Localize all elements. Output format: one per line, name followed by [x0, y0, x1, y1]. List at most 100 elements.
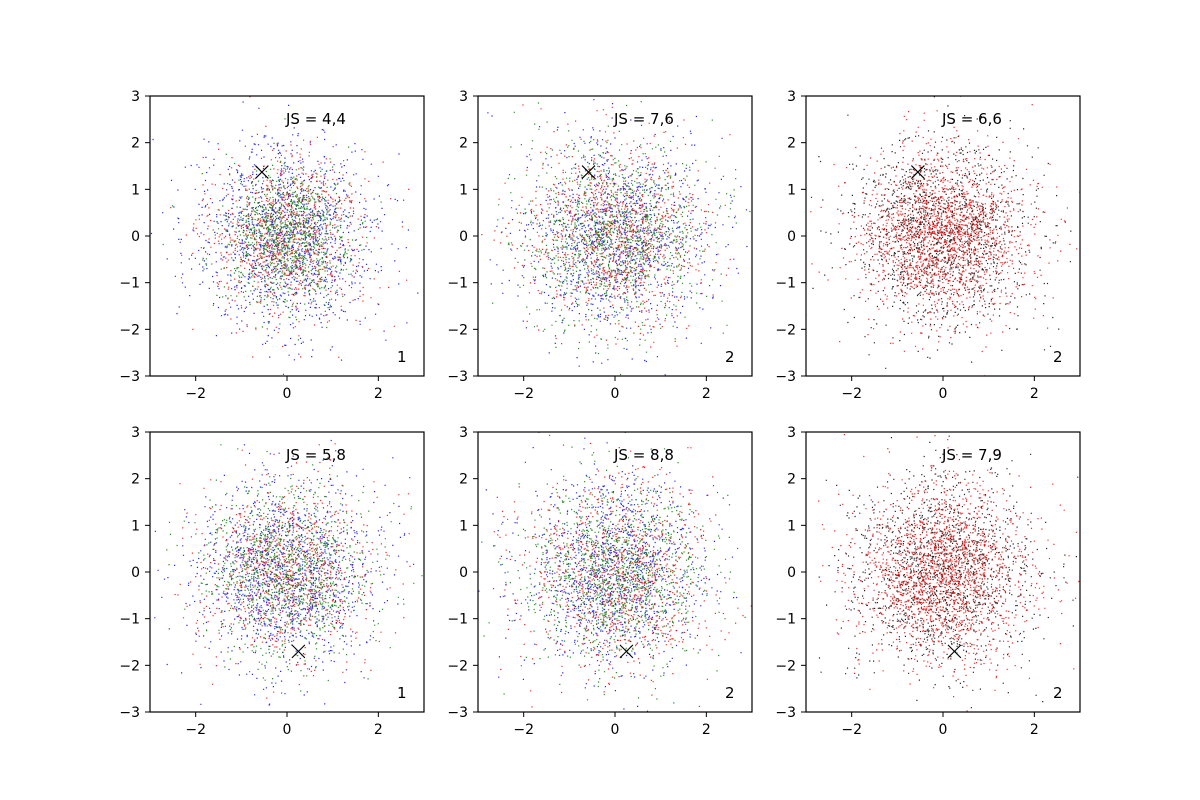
scatter-points: [481, 99, 751, 376]
x-tick-label: −2: [185, 722, 206, 738]
x-tick-label: 0: [283, 386, 292, 402]
x-tick-label: −2: [841, 386, 862, 402]
scatter-points: [478, 432, 752, 712]
y-tick-label: 3: [459, 425, 468, 441]
corner-label: 2: [1053, 684, 1063, 702]
y-tick-label: −3: [119, 705, 140, 721]
panel-2: JS = 7,6 2 −2 0 2 −3 −2 −1 0 1 2 3: [447, 89, 753, 402]
y-tick-label: −2: [775, 658, 796, 674]
corner-label: 2: [725, 684, 735, 702]
panel-3: JS = 6,6 2 −2 0 2 −3 −2 −1 0 1 2 3: [775, 89, 1081, 402]
panel-6: JS = 7,9 2 −2 0 2 −3 −2 −1 0 1 2 3: [775, 425, 1081, 738]
x-tick-label: 0: [283, 722, 292, 738]
y-tick-label: 3: [787, 425, 796, 441]
y-tick-label: 3: [787, 89, 796, 105]
x-marker: [910, 165, 925, 179]
panel-1: JS = 4,4 1 −2 0 2 −3 −2 −1 0 1 2 3: [119, 89, 425, 402]
y-tick-label: −1: [119, 276, 140, 292]
y-tick-label: 3: [131, 89, 140, 105]
x-tick-label: 2: [702, 722, 711, 738]
y-tick-label: 1: [787, 518, 796, 534]
y-tick-label: 0: [131, 565, 140, 581]
axes: −2 0 2 −3 −2 −1 0 1 2 3: [775, 425, 1038, 738]
y-tick-label: −2: [119, 658, 140, 674]
x-marker: [619, 644, 634, 659]
y-tick-label: −2: [119, 322, 140, 338]
scatter-points: [150, 96, 419, 375]
y-tick-label: 2: [459, 472, 468, 488]
y-tick-label: 2: [787, 136, 796, 152]
x-marker: [254, 165, 269, 179]
y-tick-label: 1: [459, 518, 468, 534]
axes: −2 0 2 −3 −2 −1 0 1 2 3: [447, 425, 710, 738]
y-tick-label: −3: [775, 369, 796, 385]
scatter-points: [154, 439, 423, 706]
series-1-points: [487, 99, 748, 376]
js-label: JS = 6,6: [941, 110, 1002, 128]
axes: −2 0 2 −3 −2 −1 0 1 2 3: [447, 89, 710, 402]
corner-label: 2: [725, 348, 735, 366]
y-tick-label: −1: [447, 612, 468, 628]
y-tick-label: −3: [447, 705, 468, 721]
y-tick-label: −3: [447, 369, 468, 385]
y-tick-label: 3: [131, 425, 140, 441]
corner-label: 1: [397, 684, 407, 702]
x-tick-label: 2: [374, 722, 383, 738]
axes: −2 0 2 −3 −2 −1 0 1 2 3: [775, 89, 1038, 402]
x-tick-label: 2: [702, 386, 711, 402]
x-tick-label: −2: [513, 386, 534, 402]
x-marker-glyph: [619, 644, 634, 659]
y-tick-label: −2: [775, 322, 796, 338]
y-tick-label: 2: [787, 472, 796, 488]
x-tick-label: 0: [939, 386, 948, 402]
js-label: JS = 8,8: [613, 446, 674, 464]
panel-4: JS = 5,8 1 −2 0 2 −3 −2 −1 0 1 2 3: [119, 425, 425, 738]
corner-label: 1: [397, 348, 407, 366]
x-tick-label: −2: [185, 386, 206, 402]
x-marker-glyph: [291, 644, 306, 659]
x-marker-glyph: [581, 165, 596, 179]
y-tick-label: 0: [787, 565, 796, 581]
panel-5: JS = 8,8 2 −2 0 2 −3 −2 −1 0 1 2 3: [447, 425, 753, 738]
y-tick-label: −2: [447, 322, 468, 338]
y-tick-label: 0: [787, 229, 796, 245]
series-1-points: [150, 101, 419, 375]
x-tick-label: 0: [611, 722, 620, 738]
js-label: JS = 7,9: [941, 446, 1002, 464]
y-tick-label: −2: [447, 658, 468, 674]
corner-label: 2: [1053, 348, 1063, 366]
y-tick-label: 1: [459, 182, 468, 198]
series-2-points: [174, 443, 411, 699]
x-marker-glyph: [910, 165, 925, 179]
y-tick-label: 0: [459, 565, 468, 581]
y-tick-label: −3: [775, 705, 796, 721]
x-marker-glyph: [947, 644, 962, 659]
y-tick-label: 0: [459, 229, 468, 245]
y-tick-label: 1: [131, 518, 140, 534]
series-2-points: [492, 432, 752, 708]
y-tick-label: 2: [459, 136, 468, 152]
x-tick-label: −2: [513, 722, 534, 738]
js-label: JS = 5,8: [285, 446, 346, 464]
x-tick-label: −2: [841, 722, 862, 738]
y-tick-label: 2: [131, 472, 140, 488]
x-tick-label: 2: [374, 386, 383, 402]
y-tick-label: −1: [119, 612, 140, 628]
x-tick-label: 0: [611, 386, 620, 402]
x-marker: [581, 165, 596, 179]
y-tick-label: 2: [131, 136, 140, 152]
y-tick-label: 3: [459, 89, 468, 105]
y-tick-label: 1: [787, 182, 796, 198]
x-tick-label: 2: [1030, 386, 1039, 402]
y-tick-label: 1: [131, 182, 140, 198]
y-tick-label: −1: [775, 276, 796, 292]
x-marker-glyph: [254, 165, 269, 179]
y-tick-label: −3: [119, 369, 140, 385]
x-tick-label: 2: [1030, 722, 1039, 738]
axes: −2 0 2 −3 −2 −1 0 1 2 3: [119, 425, 382, 738]
y-tick-label: −1: [447, 276, 468, 292]
js-label: JS = 7,6: [613, 110, 674, 128]
y-tick-label: 0: [131, 229, 140, 245]
axes: −2 0 2 −3 −2 −1 0 1 2 3: [119, 89, 382, 402]
